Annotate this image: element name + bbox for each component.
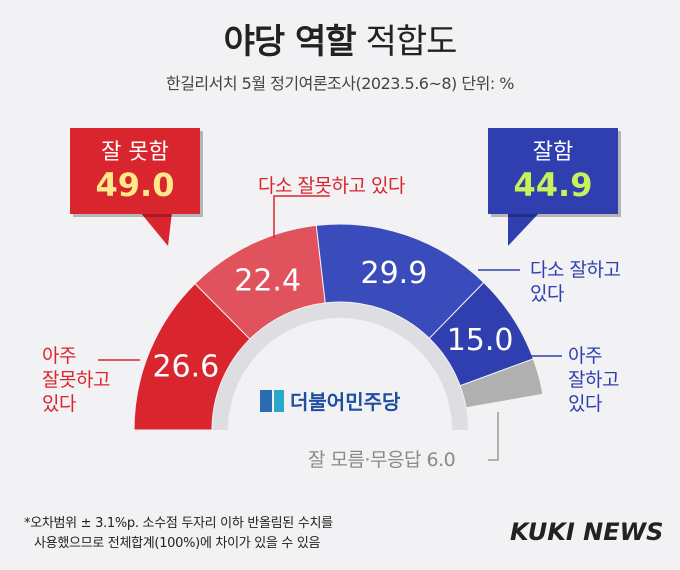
value-label-very-bad: 26.6 (152, 350, 219, 385)
positive-box-pointer (508, 212, 540, 246)
inner-ring (212, 302, 468, 430)
chart-title: 야당 역할 적합도 (0, 14, 680, 63)
positive-summary-label: 잘함 (532, 140, 574, 165)
label-very-good: 아주 잘하고 있다 (568, 344, 619, 416)
label-very-bad-line2: 잘못하고 (42, 369, 110, 391)
label-somewhat-good: 다소 잘하고 있다 (530, 258, 621, 306)
title-normal: 적합도 (365, 22, 458, 62)
value-label-somewhat-bad: 22.4 (234, 263, 301, 298)
negative-box-pointer (140, 212, 172, 246)
label-very-good-line2: 잘하고 (568, 369, 619, 391)
label-very-bad-line3: 있다 (42, 393, 76, 415)
label-somewhat-good-line1: 다소 잘하고 (530, 259, 621, 281)
label-very-good-line1: 아주 (568, 345, 602, 367)
brand-logo: KUKI NEWS (510, 518, 664, 546)
negative-summary-value: 49.0 (95, 166, 175, 204)
chart-subtitle: 한길리서치 5월 정기여론조사(2023.5.6~8) 단위: % (165, 74, 515, 93)
slice-unknown (459, 358, 544, 409)
positive-summary-value: 44.9 (513, 166, 593, 204)
footnote: *오차범위 ± 3.1%p. 소수점 두자리 이하 반올림된 수치를 사용했으므… (24, 514, 333, 554)
footnote-line2: 사용했으므로 전체합계(100%)에 차이가 있을 수 있음 (34, 536, 321, 551)
negative-summary-label: 잘 못함 (101, 140, 169, 165)
label-very-bad: 아주 잘못하고 있다 (42, 344, 110, 416)
value-label-somewhat-good: 29.9 (360, 256, 427, 291)
label-very-bad-line1: 아주 (42, 345, 76, 367)
label-somewhat-bad: 다소 잘못하고 있다 (258, 175, 405, 197)
label-unknown: 잘 모름·무응답 6.0 (308, 449, 456, 471)
negative-summary-box: 잘 못함 49.0 (70, 128, 200, 214)
title-bold: 야당 역할 (223, 22, 357, 62)
label-very-good-line3: 있다 (568, 393, 602, 415)
party-logo-icon (260, 390, 284, 412)
label-somewhat-good-line2: 있다 (530, 283, 564, 305)
party-name: 더불어민주당 (290, 390, 401, 414)
value-label-very-good: 15.0 (447, 323, 514, 358)
positive-summary-box: 잘함 44.9 (488, 128, 618, 214)
leader-somewhat-bad (273, 195, 330, 238)
leader-unknown (488, 412, 499, 461)
footnote-line1: *오차범위 ± 3.1%p. 소수점 두자리 이하 반올림된 수치를 (24, 516, 333, 531)
